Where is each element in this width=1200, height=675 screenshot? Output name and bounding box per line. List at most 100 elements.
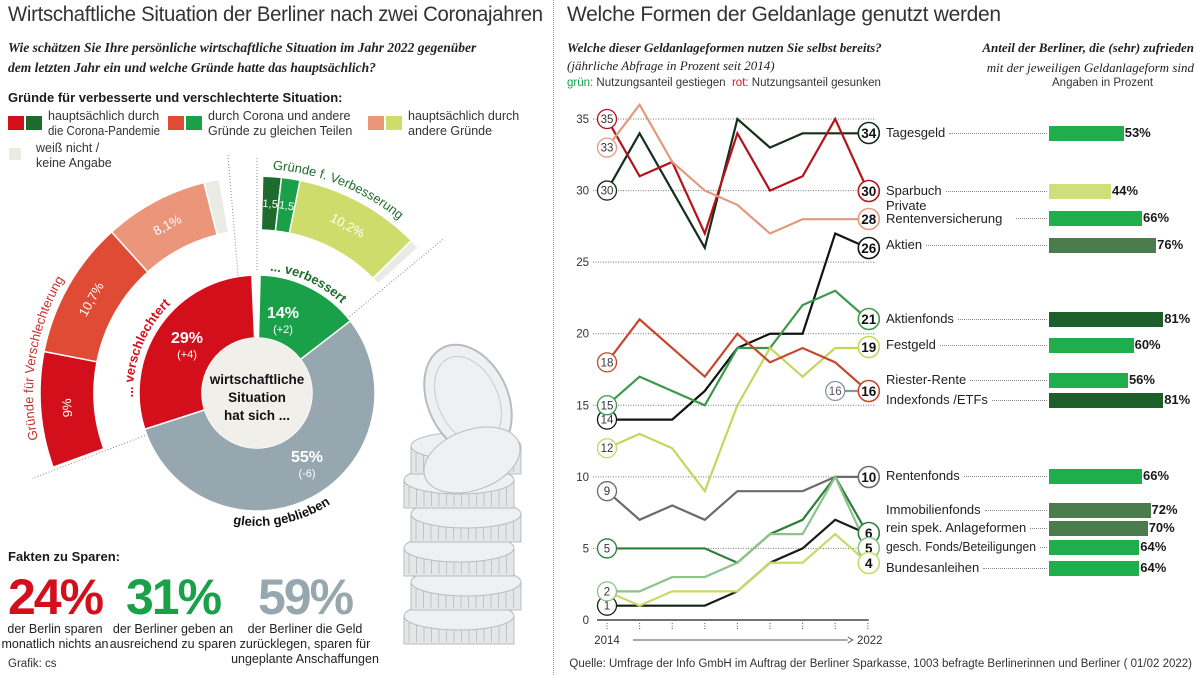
series-line-tagesgeld xyxy=(606,116,868,251)
end-value-label: 26 xyxy=(861,241,877,256)
donut-chart: wirtschaftliche Situation hat sich ... 14% (… xyxy=(21,154,522,645)
y-tick-label: 15 xyxy=(576,400,589,412)
leader-line xyxy=(957,319,1047,320)
center-label-line: Situation xyxy=(228,390,286,405)
start-value-label: 14 xyxy=(601,415,614,427)
legend-swatch-gray xyxy=(9,148,21,160)
left-question-line1: Wie schätzen Sie Ihre persönliche wirtsc… xyxy=(8,40,477,55)
slice-value: 14% xyxy=(267,305,299,322)
row-label: rein spek. Anlageformen xyxy=(886,520,1027,535)
row-label: Sparbuch xyxy=(886,183,942,198)
satisfaction-bar xyxy=(1049,373,1128,388)
donut-slice-1 xyxy=(143,319,376,512)
series-line-bundesanleihen xyxy=(606,532,869,607)
satisfaction-value: 72% xyxy=(1151,502,1178,517)
divider-line xyxy=(32,392,258,479)
right-question-line2: (jährliche Abfrage in Prozent seit 2014) xyxy=(567,58,775,73)
legend-swatch-green xyxy=(186,116,202,130)
end-value-label: 30 xyxy=(861,184,876,199)
satisfaction-bar xyxy=(1049,521,1148,536)
end-value-label: 10 xyxy=(861,470,876,485)
start-value-circle xyxy=(596,180,618,201)
end-value-circle xyxy=(857,236,881,260)
start-value-circle xyxy=(596,581,618,602)
divider-line xyxy=(256,238,444,394)
leader-line xyxy=(984,510,1047,511)
start-value-circle xyxy=(596,352,618,373)
y-tick-label: 5 xyxy=(583,543,589,555)
satisfaction-value: 56% xyxy=(1128,372,1155,387)
series-line-aktienfonds xyxy=(606,289,869,407)
row-label: Festgeld xyxy=(886,337,936,352)
divider-line xyxy=(227,154,249,396)
satisfaction-title: Anteil der Berliner, die (sehr) zufriede… xyxy=(982,40,1194,75)
leader-line xyxy=(939,345,1047,346)
credit: Grafik: cs xyxy=(8,658,57,670)
satisfaction-bar xyxy=(1049,238,1157,253)
satisfaction-bar xyxy=(1049,184,1112,199)
leader-line xyxy=(1016,218,1047,219)
satisfaction-bar xyxy=(1049,338,1134,353)
y-tick-label: 0 xyxy=(583,615,589,627)
start-value-circle xyxy=(596,481,618,502)
end-value-label: 21 xyxy=(861,312,877,327)
end-value-circle xyxy=(857,551,881,575)
donut-center xyxy=(202,338,312,448)
satisfaction-value: 53% xyxy=(1124,125,1151,140)
slice-change: (-6) xyxy=(298,468,315,480)
end-value-label: 5 xyxy=(865,541,873,556)
satisfaction-bar xyxy=(1049,561,1140,576)
center-label-line: hat sich ... xyxy=(224,408,290,423)
right-title: Welche Formen der Geldanlage genutzt wer… xyxy=(567,3,1001,26)
legend-swatch-darkgreen xyxy=(26,116,42,130)
start-value-label: 18 xyxy=(601,357,614,369)
satisfaction-value: 76% xyxy=(1157,237,1184,252)
reasons-worse-segment-label: 9% xyxy=(59,398,75,418)
reasons-better-segment-label: 1,5 xyxy=(278,199,295,213)
satisfaction-value: 70% xyxy=(1148,520,1175,535)
reasons-better-segment-3 xyxy=(371,239,420,285)
fact-2: 59% der Berliner die Geld zurücklegen, s… xyxy=(225,572,385,667)
leader-line xyxy=(949,133,1047,134)
end-value-circle xyxy=(857,335,881,359)
color-legend: grün: Nutzungsanteil gestiegen rot: Nutz… xyxy=(567,77,881,89)
end-value-label: 34 xyxy=(861,126,877,141)
row-label: Riester-Rente xyxy=(886,372,967,387)
satisfaction-unit: Angaben in Prozent xyxy=(1052,77,1154,89)
end-value-circle xyxy=(857,121,881,145)
slice-change: (+2) xyxy=(273,324,293,336)
satisfaction-value: 64% xyxy=(1140,539,1167,554)
start-value-label: 16 xyxy=(829,386,842,398)
end-value-circle xyxy=(857,207,881,231)
row-label: Bundesanleihen xyxy=(886,560,980,575)
start-value-label: 9 xyxy=(604,486,610,498)
left-title: Wirtschaftliche Situation der Berliner n… xyxy=(8,3,543,26)
center-label-line: wirtschaftliche xyxy=(209,372,305,387)
slice-change: (+4) xyxy=(177,349,197,361)
satisfaction-value: 81% xyxy=(1164,311,1191,326)
y-tick-label: 25 xyxy=(576,257,589,269)
start-value-circle xyxy=(596,538,618,559)
y-tick-label: 10 xyxy=(576,472,589,484)
y-tick-label: 30 xyxy=(576,186,589,198)
end-value-circle xyxy=(857,179,881,203)
satisfaction-bar xyxy=(1049,540,1140,555)
row-label: Private Rentenversicherung xyxy=(886,198,1003,226)
leader-line xyxy=(983,568,1047,569)
start-value-circle xyxy=(596,395,618,416)
leader-line xyxy=(970,380,1047,381)
start-value-label: 12 xyxy=(601,443,614,455)
satisfaction-value: 60% xyxy=(1134,337,1161,352)
satisfaction-value: 81% xyxy=(1164,392,1191,407)
legend-item-corona: hauptsächlich durch die Corona-Pandemie xyxy=(48,109,161,138)
reasons-worse-segment-3 xyxy=(203,178,230,236)
legend-swatch-orange xyxy=(168,116,184,130)
start-value-label: 2 xyxy=(604,586,610,598)
fact-0: 24% der Berlin sparen monatlich nichts a… xyxy=(0,572,135,652)
satisfaction-bar xyxy=(1049,393,1164,408)
satisfaction-bar xyxy=(1049,211,1143,226)
series-line-sparbuch xyxy=(606,116,869,237)
fact-value: 59% xyxy=(257,569,354,625)
slice-value: 29% xyxy=(171,330,203,347)
facts-heading: Fakten zu Sparen: xyxy=(8,549,120,564)
